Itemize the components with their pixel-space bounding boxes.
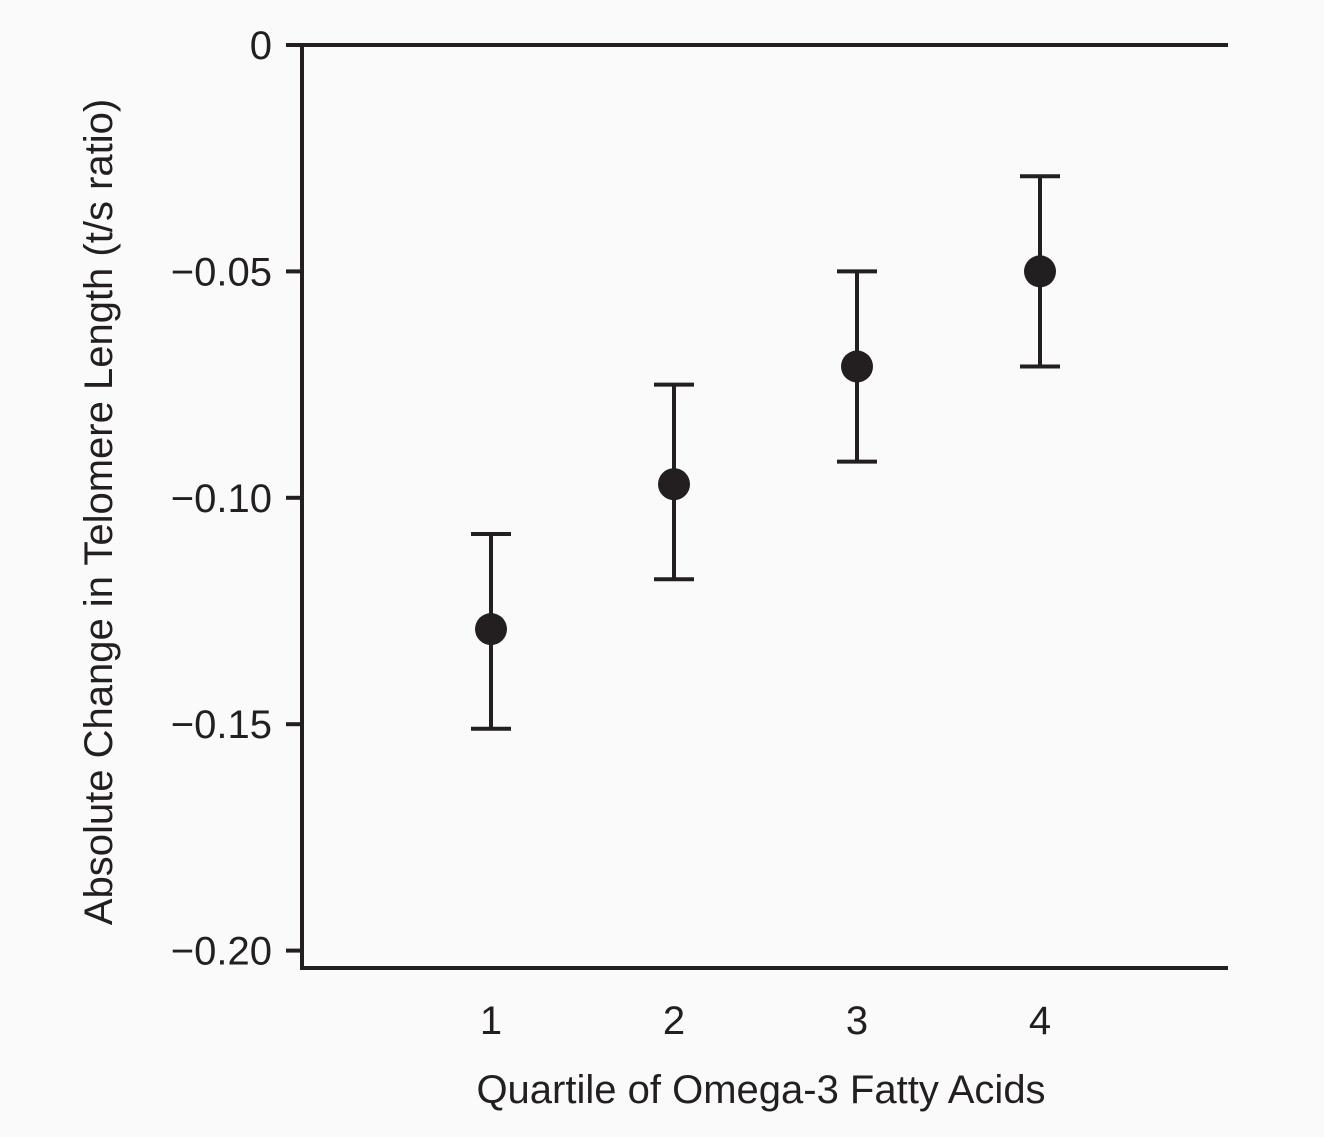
- y-tick-label: −0.15: [171, 703, 272, 747]
- y-tick-label: −0.10: [171, 477, 272, 521]
- data-points: [475, 255, 1056, 646]
- y-tick-label: −0.05: [171, 250, 272, 294]
- x-ticks: 1 2 3 4: [480, 999, 1051, 1043]
- y-tick-label: −0.20: [171, 930, 272, 974]
- axes: [286, 43, 1228, 970]
- data-point: [475, 613, 507, 646]
- y-tick-label: 0: [250, 24, 272, 68]
- data-point: [841, 350, 873, 383]
- x-tick-label: 3: [846, 999, 868, 1043]
- x-tick-label: 2: [663, 999, 685, 1043]
- data-point: [1024, 255, 1056, 288]
- y-axis-title: Absolute Change in Telomere Length (t/s …: [77, 99, 121, 925]
- x-axis-title: Quartile of Omega-3 Fatty Acids: [476, 1068, 1045, 1112]
- x-tick-label: 1: [480, 999, 502, 1043]
- error-bars: [471, 174, 1060, 731]
- x-tick-label: 4: [1029, 999, 1051, 1043]
- data-point: [658, 468, 690, 501]
- y-ticks: 0 −0.05 −0.10 −0.15 −0.20: [171, 24, 302, 974]
